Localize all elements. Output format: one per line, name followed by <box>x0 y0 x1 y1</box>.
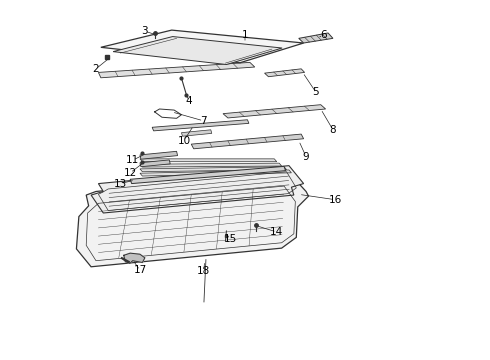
Text: 12: 12 <box>123 168 137 178</box>
Text: 16: 16 <box>329 195 342 205</box>
Polygon shape <box>140 167 287 172</box>
Text: 5: 5 <box>313 87 319 97</box>
Text: 18: 18 <box>197 266 210 276</box>
Polygon shape <box>181 130 212 136</box>
Polygon shape <box>76 173 309 267</box>
Text: 4: 4 <box>186 96 192 106</box>
Text: 11: 11 <box>126 155 139 165</box>
Polygon shape <box>130 166 286 184</box>
Polygon shape <box>91 166 304 213</box>
Polygon shape <box>101 30 304 63</box>
Polygon shape <box>98 62 255 78</box>
Polygon shape <box>140 163 282 167</box>
Polygon shape <box>140 159 277 162</box>
Text: 7: 7 <box>200 116 207 126</box>
Polygon shape <box>191 134 304 149</box>
Polygon shape <box>140 160 170 167</box>
Text: 15: 15 <box>224 234 237 244</box>
Polygon shape <box>124 253 145 263</box>
Text: 1: 1 <box>242 30 248 40</box>
Text: 9: 9 <box>303 152 309 162</box>
Polygon shape <box>113 37 282 64</box>
Polygon shape <box>140 151 177 159</box>
Polygon shape <box>152 120 249 131</box>
Polygon shape <box>299 33 333 43</box>
Text: 6: 6 <box>320 30 326 40</box>
Polygon shape <box>140 170 292 176</box>
Polygon shape <box>223 105 326 118</box>
Text: 2: 2 <box>93 64 99 74</box>
Text: 3: 3 <box>142 26 148 36</box>
Text: 13: 13 <box>114 179 127 189</box>
Text: 8: 8 <box>330 125 336 135</box>
Text: 10: 10 <box>177 136 191 145</box>
Text: 14: 14 <box>270 227 283 237</box>
Text: 17: 17 <box>133 265 147 275</box>
Polygon shape <box>265 69 305 77</box>
